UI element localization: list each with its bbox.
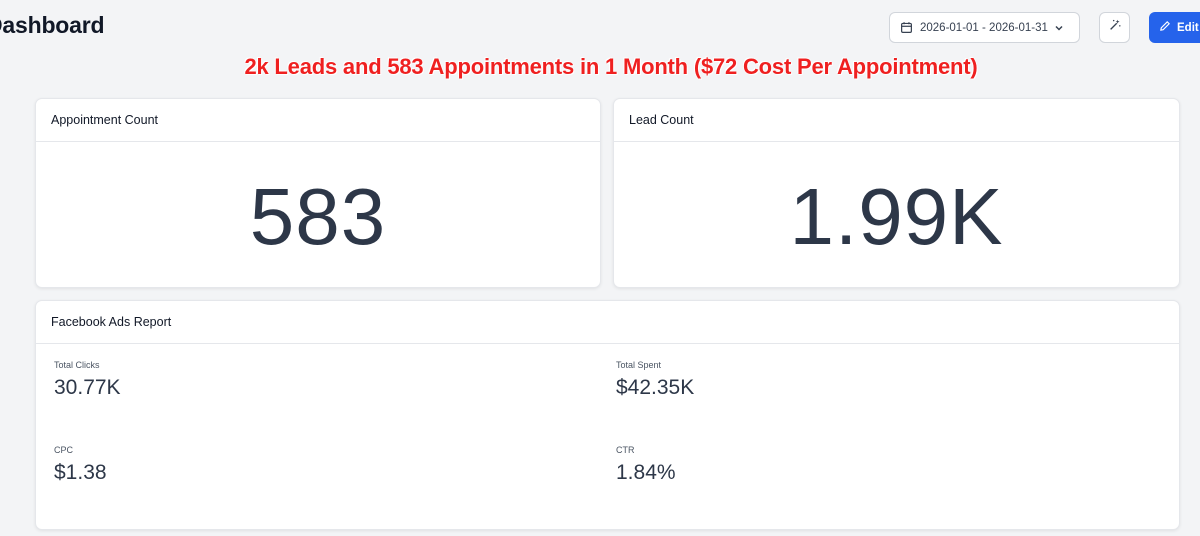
card-title: Appointment Count bbox=[36, 99, 600, 142]
metric-value: $42.35K bbox=[616, 376, 695, 399]
metric-total-clicks: Total Clicks 30.77K bbox=[54, 360, 121, 400]
metric-total-spent: Total Spent $42.35K bbox=[616, 360, 694, 400]
metric-label: Total Clicks bbox=[54, 360, 100, 370]
metric-cpc: CPC $1.38 bbox=[54, 445, 107, 485]
card-title: Lead Count bbox=[614, 99, 1179, 142]
card-title: Facebook Ads Report bbox=[36, 301, 1179, 344]
pencil-icon bbox=[1159, 20, 1171, 35]
magic-wand-icon bbox=[1108, 18, 1122, 37]
metric-value: $1.38 bbox=[54, 461, 107, 484]
metric-value: 30.77K bbox=[54, 376, 121, 399]
facebook-ads-report-card: Facebook Ads Report Total Clicks 30.77K … bbox=[35, 300, 1180, 530]
lead-count-card: Lead Count 1.99K bbox=[613, 98, 1180, 288]
metric-label: CTR bbox=[616, 445, 635, 455]
calendar-icon bbox=[900, 21, 913, 34]
page-title: Dashboard bbox=[0, 12, 105, 38]
lead-count-value: 1.99K bbox=[789, 172, 1004, 261]
date-range-picker[interactable]: 2026-01-01 - 2026-01-31 bbox=[889, 12, 1080, 43]
edit-dashboard-label: Edit Da bbox=[1177, 21, 1200, 34]
chevron-down-icon bbox=[1054, 23, 1064, 33]
metric-ctr: CTR 1.84% bbox=[616, 445, 676, 485]
date-range-text: 2026-01-01 - 2026-01-31 bbox=[920, 21, 1048, 34]
metric-value: 1.84% bbox=[616, 461, 676, 484]
appointment-count-value: 583 bbox=[249, 172, 387, 261]
metric-label: CPC bbox=[54, 445, 74, 455]
headline-banner: 2k Leads and 583 Appointments in 1 Month… bbox=[244, 54, 978, 79]
magic-wand-button[interactable] bbox=[1099, 12, 1130, 43]
header-actions: 2026-01-01 - 2026-01-31 Edit Da bbox=[889, 12, 1200, 43]
edit-dashboard-button[interactable]: Edit Da bbox=[1149, 12, 1200, 43]
metric-label: Total Spent bbox=[616, 360, 662, 370]
appointment-count-card: Appointment Count 583 bbox=[35, 98, 601, 288]
